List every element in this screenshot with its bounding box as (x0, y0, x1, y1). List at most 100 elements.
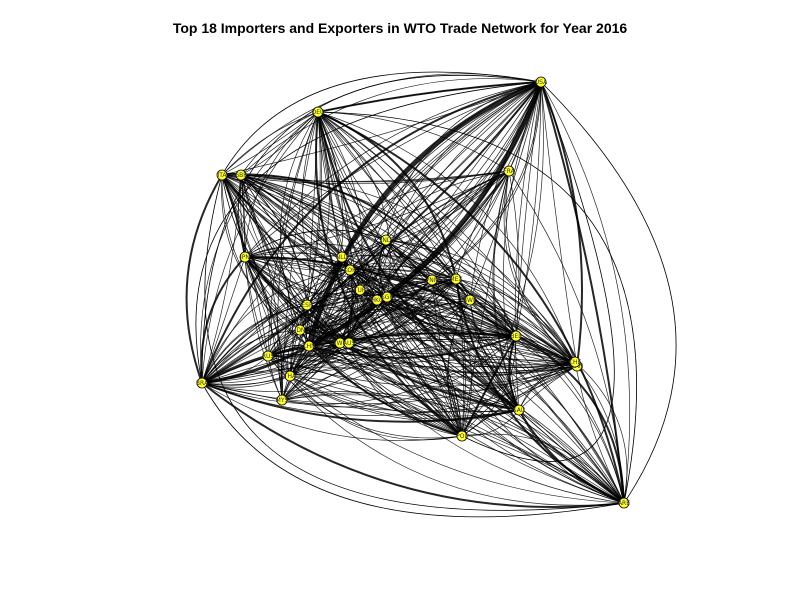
trade-edge-ita-are (204, 174, 625, 511)
trade-edge-mys-deu (281, 111, 319, 401)
node-circle-tha (284, 370, 296, 382)
trade-edge-bra-usa (201, 81, 542, 384)
trade-edge-sau-rus (267, 355, 520, 417)
trade-edge-usa-ind (385, 81, 542, 241)
trade-edge-deu-are (317, 111, 637, 504)
trade-edge-are-hkg (376, 299, 625, 504)
trade-edge-are-swe (469, 299, 625, 504)
node-circle-deu (312, 106, 324, 118)
node-tur: TUR (353, 284, 366, 296)
trade-edge-tur-vnm (359, 279, 433, 294)
trade-edge-bra-fra (201, 170, 510, 384)
trade-edge-tur-pol (359, 289, 463, 437)
trade-edge-sau-twn (339, 342, 520, 411)
node-label-are: ARE (618, 500, 630, 507)
trade-edge-mys-ita (221, 174, 283, 401)
node-label-rus: RUS (262, 353, 275, 360)
trade-edge-usa-bra (201, 81, 542, 384)
trade-edge-bel-mex (455, 278, 517, 337)
trade-edge-sau-tur (359, 289, 520, 411)
node-jpn: JPN (239, 251, 251, 263)
trade-edge-esp-mex (306, 278, 457, 312)
trade-edge-nld-jpn (244, 246, 343, 258)
trade-edge-are-can (576, 365, 625, 504)
trade-edge-twn-ita (221, 174, 341, 344)
node-circle-idn (294, 324, 306, 336)
node-label-pol: POL (456, 433, 468, 440)
node-usa: USA (535, 76, 548, 88)
trade-edge-are-twn (339, 342, 625, 504)
trade-edge-kor-usa (349, 81, 542, 271)
node-circle-sau (513, 404, 525, 416)
trade-edge-sau-chn (308, 345, 520, 411)
trade-edge-sgp-jpn (244, 251, 388, 298)
node-circle-tur (354, 284, 366, 296)
node-hkg: HKG (370, 294, 384, 306)
node-tha: THA (283, 370, 297, 382)
trade-edge-tur-fra (359, 170, 510, 291)
node-label-aus: AUS (343, 340, 355, 347)
trade-edge-swe-che (469, 299, 576, 363)
trade-edge-are-mys (281, 392, 625, 504)
trade-edge-are-nld (341, 256, 625, 504)
node-esp: ESP (301, 299, 313, 311)
trade-edge-nld-ita (221, 174, 343, 258)
trade-edge-are-aus (348, 342, 625, 504)
node-circle-sgp (381, 291, 393, 303)
trade-edge-sgp-mex (386, 278, 457, 298)
node-circle-bel (510, 330, 522, 342)
trade-edge-mys-esp (280, 304, 308, 401)
trade-edge-usa-kor (349, 81, 542, 271)
trade-edge-swe-sgp (386, 289, 471, 301)
trade-edge-pol-fra (461, 170, 510, 437)
node-label-tha: THA (283, 373, 297, 380)
trade-edge-ind-can (385, 239, 578, 367)
chart-title: Top 18 Importers and Exporters in WTO Tr… (172, 20, 628, 36)
trade-edge-vnm-ita (221, 174, 433, 281)
trade-edge-swe-twn (339, 299, 471, 344)
node-chn: CHN (302, 340, 316, 352)
trade-edge-tha-are (289, 375, 625, 504)
node-are: ARE (618, 497, 630, 509)
trade-edge-aus-pol (348, 342, 463, 437)
trade-edge-bra-kor (201, 269, 351, 384)
trade-edge-pol-che (461, 361, 576, 437)
node-rus: RUS (262, 350, 275, 362)
trade-edge-idn-usa (299, 81, 542, 331)
trade-edge-pol-tha (289, 375, 463, 441)
node-vnm: VNM (425, 274, 439, 286)
trade-edge-mex-fra (455, 170, 510, 280)
trade-edge-hkg-usa (376, 81, 542, 301)
node-circle-ind (380, 234, 392, 246)
node-aus: AUS (343, 337, 355, 349)
trade-edge-swe-usa (469, 81, 542, 301)
trade-edge-nld-deu (317, 111, 343, 258)
trade-edge-idn-bra (201, 329, 301, 384)
trade-edge-are-vnm (431, 279, 625, 504)
node-label-che: CHE (569, 359, 582, 366)
trade-edge-tur-tha (289, 289, 361, 377)
trade-edge-vnm-usa (431, 81, 542, 281)
trade-edge-pol-esp (306, 304, 463, 437)
trade-edge-deu-ita (221, 111, 319, 176)
node-label-usa: USA (535, 79, 548, 86)
node-label-jpn: JPN (239, 254, 250, 261)
trade-edge-deu-can (317, 111, 578, 367)
node-label-sgp: SGP (381, 294, 393, 301)
node-deu: DEU (312, 106, 324, 118)
node-mex: MEX (449, 273, 463, 285)
node-label-esp: ESP (301, 302, 313, 309)
trade-edge-swe-deu (317, 111, 471, 301)
trade-edge-pol-deu (315, 111, 463, 437)
node-pol: POL (456, 430, 468, 442)
node-label-mys: MYS (276, 397, 289, 404)
trade-edge-che-fra (503, 170, 576, 363)
trade-edge-swe-gbr (240, 174, 471, 301)
trade-edge-idn-sau (299, 329, 520, 411)
trade-edge-tur-bra (201, 289, 361, 384)
trade-edge-usa-bel (515, 81, 542, 337)
trade-edge-tur-rus (267, 289, 361, 357)
trade-edge-are-bra (201, 382, 625, 508)
node-circle-chn (303, 340, 315, 352)
trade-edge-pol-sgp (386, 296, 463, 437)
